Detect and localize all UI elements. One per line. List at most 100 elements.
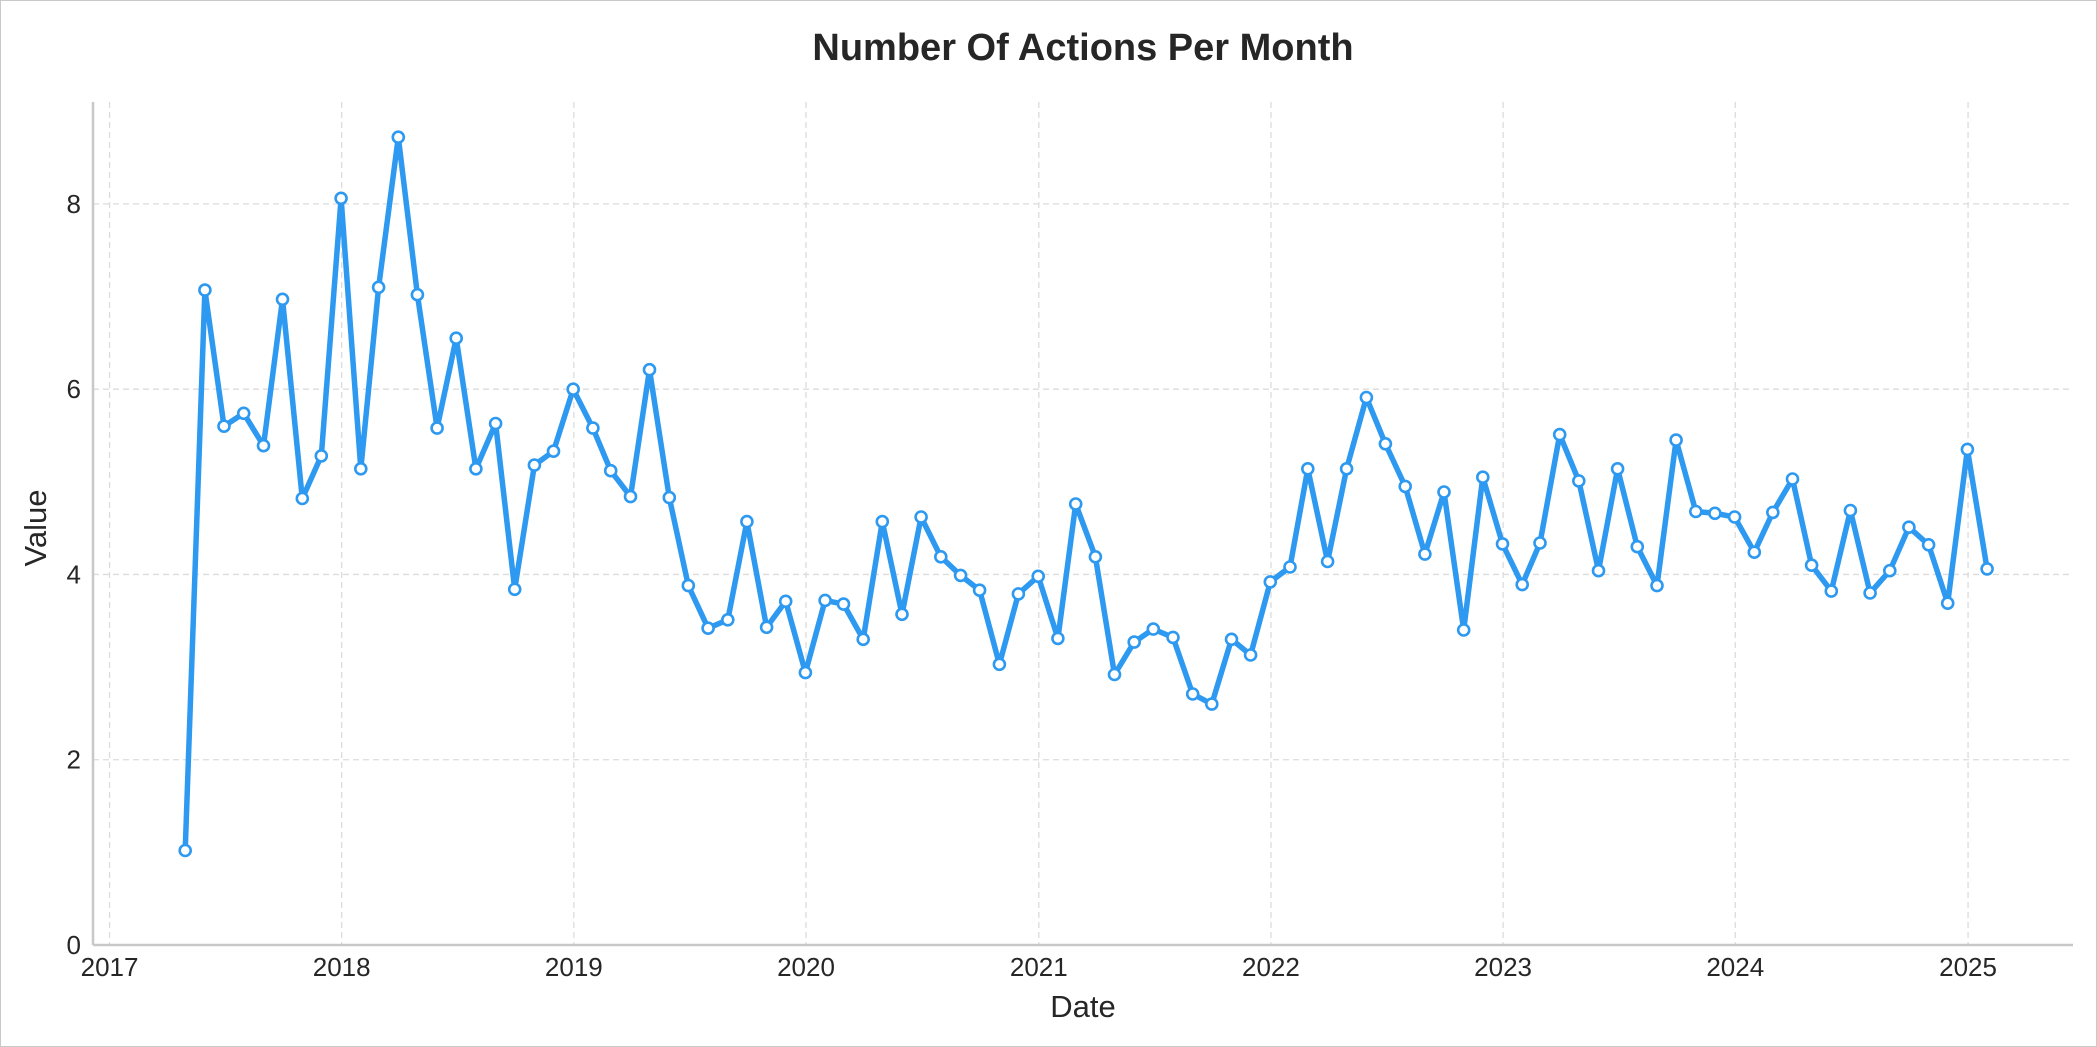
data-point <box>256 438 271 453</box>
series-line <box>182 134 1990 854</box>
x-tick-label: 2019 <box>545 952 603 982</box>
data-point <box>1495 537 1510 551</box>
data-point <box>217 419 231 434</box>
x-tick-label: 2024 <box>1706 952 1764 982</box>
y-tick-label: 2 <box>67 745 81 775</box>
data-point <box>546 444 561 459</box>
y-axis-label: Value <box>18 490 53 567</box>
data-point <box>334 191 348 206</box>
data-point <box>1727 510 1742 524</box>
series-group <box>178 130 1994 858</box>
data-point <box>798 665 813 680</box>
data-point <box>1224 632 1239 647</box>
data-point <box>1843 503 1858 518</box>
data-point <box>992 657 1007 672</box>
data-point <box>236 406 251 421</box>
gridlines <box>93 102 2073 945</box>
data-point <box>1552 427 1567 442</box>
data-point <box>875 514 890 529</box>
data-point <box>740 514 754 529</box>
y-tick-label: 8 <box>67 189 81 219</box>
y-tick-label: 0 <box>67 930 81 960</box>
data-point <box>566 382 581 397</box>
data-point <box>1437 485 1451 499</box>
x-tick-label: 2025 <box>1939 952 1997 982</box>
data-point <box>1301 461 1315 476</box>
data-point <box>836 597 851 611</box>
data-point <box>720 612 735 627</box>
data-point <box>1515 577 1529 592</box>
data-point <box>953 568 968 583</box>
data-point <box>1689 504 1703 519</box>
data-point <box>1068 497 1083 511</box>
data-point <box>1339 461 1354 476</box>
data-point <box>586 421 600 435</box>
data-point <box>1456 623 1471 637</box>
data-point <box>314 449 329 463</box>
x-tick-label: 2020 <box>777 952 835 982</box>
data-point <box>1863 586 1877 600</box>
data-point <box>1883 563 1897 578</box>
data-point <box>1476 470 1490 485</box>
data-point <box>1146 622 1161 636</box>
data-point <box>275 292 290 307</box>
data-point <box>1011 587 1026 601</box>
data-point <box>198 283 212 297</box>
data-point <box>642 362 657 377</box>
data-point <box>623 489 638 504</box>
y-tick-label: 4 <box>67 559 81 589</box>
data-point <box>178 843 192 858</box>
x-axis-label: Date <box>1050 989 1115 1024</box>
data-point <box>1804 558 1819 573</box>
data-point <box>295 491 310 506</box>
data-point <box>527 458 542 472</box>
data-point <box>759 620 774 635</box>
y-tick-label: 6 <box>67 374 81 404</box>
data-point <box>681 578 696 593</box>
x-tick-label: 2022 <box>1242 952 1300 982</box>
data-point <box>1359 390 1374 405</box>
data-point <box>1398 479 1412 494</box>
chart-title: Number Of Actions Per Month <box>812 27 1353 69</box>
data-point <box>507 582 522 597</box>
data-point <box>1572 474 1586 488</box>
data-point <box>1669 433 1683 447</box>
data-point <box>818 593 832 608</box>
data-point <box>1243 648 1258 662</box>
data-point <box>856 632 871 647</box>
data-point <box>488 416 503 431</box>
data-point <box>1824 584 1839 598</box>
data-point <box>391 130 406 144</box>
data-point <box>1630 539 1645 554</box>
data-point <box>1166 630 1180 645</box>
data-point <box>449 331 464 346</box>
data-point <box>430 421 444 435</box>
data-point <box>1650 578 1664 593</box>
data-point <box>1902 520 1916 535</box>
data-point <box>410 287 425 302</box>
x-tick-labels: 2017 2018 2019 2020 2021 2022 2023 2024 2025 <box>81 952 1997 982</box>
data-point <box>1088 549 1103 564</box>
data-point <box>1747 545 1762 560</box>
x-tick-label: 2023 <box>1474 952 1532 982</box>
data-point <box>1940 596 1955 611</box>
data-point <box>1263 575 1278 589</box>
data-point <box>469 461 483 476</box>
data-point <box>972 583 987 598</box>
y-tick-labels: 0 2 4 6 8 <box>67 189 81 960</box>
data-point <box>1418 547 1432 561</box>
data-point <box>1610 461 1625 476</box>
data-point <box>778 594 793 609</box>
x-tick-label: 2021 <box>1010 952 1068 982</box>
data-point <box>662 490 677 505</box>
data-point <box>1320 554 1335 569</box>
data-point <box>1591 563 1606 578</box>
data-point <box>353 461 368 476</box>
data-point <box>603 463 618 478</box>
data-point <box>895 607 909 622</box>
data-point <box>1283 560 1297 574</box>
data-point <box>1533 536 1547 550</box>
data-point <box>1185 687 1200 701</box>
